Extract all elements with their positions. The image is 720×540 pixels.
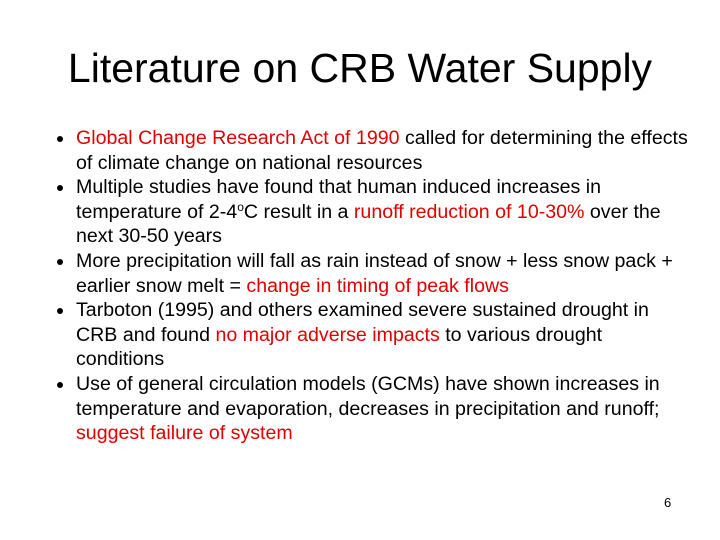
slide-title: Literature on CRB Water Supply bbox=[67, 45, 653, 91]
bullet-text: o bbox=[237, 199, 244, 214]
highlight-text: change in timing of peak flows bbox=[246, 274, 509, 297]
bullet-text: More precipitation will fall as rain ins… bbox=[76, 249, 673, 297]
bullet-text: called for determining the effects of cl… bbox=[76, 127, 688, 174]
bullet: Use of general circulation models (GCMs)… bbox=[57, 372, 688, 446]
highlight-text: no major adverse impacts bbox=[215, 323, 440, 346]
bullet: More precipitation will fall as rain ins… bbox=[57, 249, 688, 298]
bullet-text: over the next 30-50 years bbox=[76, 200, 661, 248]
page-number: 6 bbox=[664, 495, 672, 510]
bullet-list: Global Change Research Act of 1990 calle… bbox=[56, 126, 688, 446]
bullet: Tarboton (1995) and others examined seve… bbox=[57, 298, 688, 372]
bullet-text: Use of general circulation models (GCMs)… bbox=[76, 372, 660, 420]
bullet-text: to various drought conditions bbox=[76, 323, 603, 371]
bullet: Global Change Research Act of 1990 calle… bbox=[57, 126, 688, 175]
bullet-text: Tarboton (1995) and others examined seve… bbox=[76, 299, 649, 346]
highlight-text: suggest failure of system bbox=[76, 422, 293, 445]
bullet-text: C result in a bbox=[243, 200, 354, 223]
bullet-text: Multiple studies have found that human i… bbox=[76, 176, 602, 223]
highlight-text: Global Change Research Act of 1990 bbox=[76, 127, 400, 149]
bullet: Multiple studies have found that human i… bbox=[57, 175, 688, 249]
highlight-text: runoff reduction of 10-30% bbox=[353, 200, 585, 223]
